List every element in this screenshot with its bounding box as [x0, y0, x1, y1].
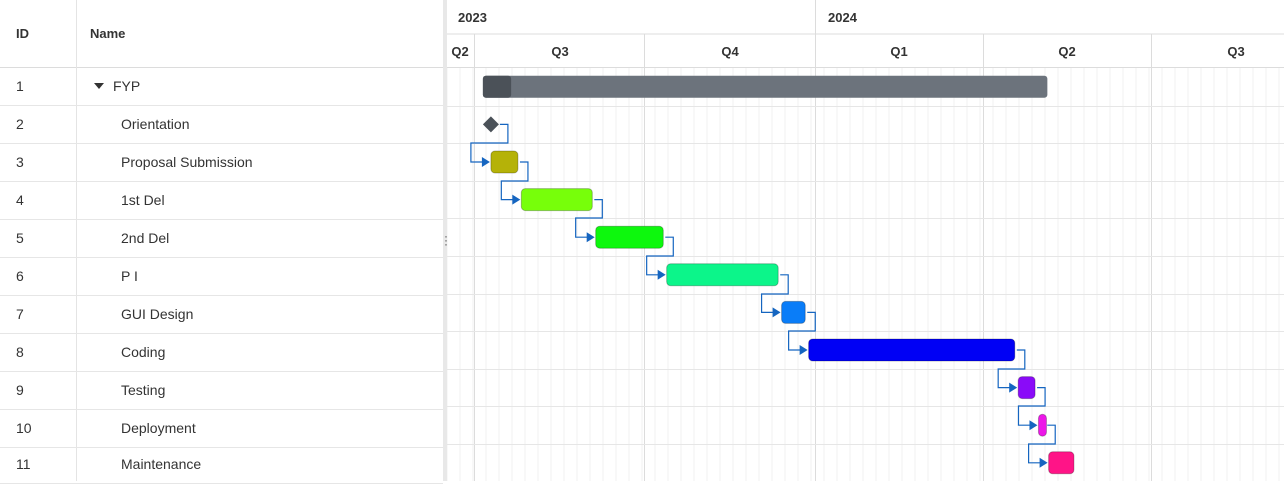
dependency-arrow: [657, 269, 666, 280]
task-id: 3: [16, 154, 24, 170]
task-id: 9: [16, 382, 24, 398]
dependency-link: [788, 311, 816, 351]
task-row[interactable]: 3 Proposal Submission: [0, 144, 443, 182]
task-id: 10: [16, 420, 32, 436]
gantt-canvas: 2023 2024 Q2 Q3 Q4 Q1 Q2 Q3: [446, 0, 1284, 483]
grid-header: ID Name: [0, 0, 443, 68]
dependency-arrow: [1009, 382, 1018, 393]
task-bar: [781, 300, 806, 324]
quarter-label: Q4: [721, 44, 739, 59]
task-bar: [1037, 413, 1047, 437]
task-bar: [666, 263, 779, 287]
task-name: Testing: [121, 382, 166, 398]
task-bar: [520, 188, 593, 212]
task-name: Orientation: [121, 116, 190, 132]
task-name: Proposal Submission: [121, 154, 253, 170]
task-grid: ID Name 1 FYP 2 Orientation 3 Proposal S…: [0, 0, 444, 484]
dependency-link: [760, 274, 789, 313]
year-label: 2024: [828, 10, 858, 25]
task-id: 2: [16, 116, 24, 132]
dependency-links: [470, 123, 1056, 468]
dependency-arrow: [1039, 457, 1048, 468]
collapse-caret-icon[interactable]: [94, 83, 104, 89]
task-row[interactable]: 5 2nd Del: [0, 220, 443, 258]
task-id: 6: [16, 268, 24, 284]
dependency-link: [575, 199, 603, 238]
dependency-arrow: [481, 157, 490, 167]
dependency-arrow: [772, 307, 781, 318]
major-grid-lines: [474, 0, 1152, 481]
task-row[interactable]: 7 GUI Design: [0, 296, 443, 334]
dependency-arrow: [586, 232, 595, 243]
task-name: Maintenance: [121, 456, 202, 472]
task-name: Coding: [121, 344, 166, 360]
quarter-label: Q2: [451, 44, 468, 59]
column-header-name[interactable]: Name: [90, 26, 126, 41]
task-bar: [1048, 451, 1075, 475]
task-row[interactable]: 2 Orientation: [0, 106, 443, 144]
task-name: Deployment: [121, 420, 196, 436]
quarter-label: Q1: [890, 44, 907, 59]
task-id: 7: [16, 306, 24, 322]
task-name: P I: [121, 268, 138, 284]
task-name: GUI Design: [121, 306, 194, 322]
quarter-label: Q2: [1058, 44, 1075, 59]
milestone-marker: [482, 116, 499, 133]
task-id: 5: [16, 230, 24, 246]
row-grid-lines: [447, 106, 1284, 483]
dependency-link: [646, 236, 674, 276]
minor-grid-lines: [446, 68, 1280, 481]
task-id: 1: [16, 78, 24, 94]
summary-progress: [482, 75, 512, 98]
column-header-id[interactable]: ID: [16, 26, 29, 41]
task-row[interactable]: 6 P I: [0, 258, 443, 296]
column-divider[interactable]: [76, 0, 77, 481]
dependency-arrow: [1029, 420, 1038, 431]
pane-splitter[interactable]: [443, 0, 447, 481]
task-id: 11: [16, 456, 31, 472]
task-name: FYP: [113, 78, 141, 94]
year-label: 2023: [458, 10, 487, 25]
task-bars: [482, 75, 1075, 475]
dependency-link: [997, 349, 1026, 389]
task-bar: [808, 338, 1016, 362]
dependency-link: [1027, 424, 1056, 464]
task-name: 1st Del: [121, 192, 165, 208]
task-row[interactable]: 8 Coding: [0, 334, 443, 372]
task-bar: [595, 225, 664, 249]
dependency-arrow: [799, 345, 808, 355]
task-id: 8: [16, 344, 24, 360]
dependency-link: [500, 161, 529, 201]
task-row[interactable]: 11 Maintenance: [0, 446, 443, 484]
task-row[interactable]: 1 FYP: [0, 68, 443, 106]
dependency-link: [470, 123, 509, 163]
gantt-chart: 2023 2024 Q2 Q3 Q4 Q1 Q2 Q3: [446, 0, 1284, 483]
task-id: 4: [16, 192, 24, 208]
task-bar: [490, 150, 519, 174]
dependency-arrow: [512, 194, 521, 205]
task-bar: [1017, 376, 1036, 400]
timeline-header: 2023 2024 Q2 Q3 Q4 Q1 Q2 Q3: [447, 10, 1284, 68]
task-row[interactable]: 9 Testing: [0, 372, 443, 410]
task-row[interactable]: 10 Deployment: [0, 410, 443, 448]
quarter-label: Q3: [551, 44, 568, 59]
quarter-label: Q3: [1227, 44, 1244, 59]
dependency-link: [1017, 387, 1046, 426]
task-row[interactable]: 4 1st Del: [0, 182, 443, 220]
drag-handle-icon[interactable]: · · ·: [444, 229, 448, 251]
summary-bar: [482, 75, 1048, 98]
task-name: 2nd Del: [121, 230, 170, 246]
